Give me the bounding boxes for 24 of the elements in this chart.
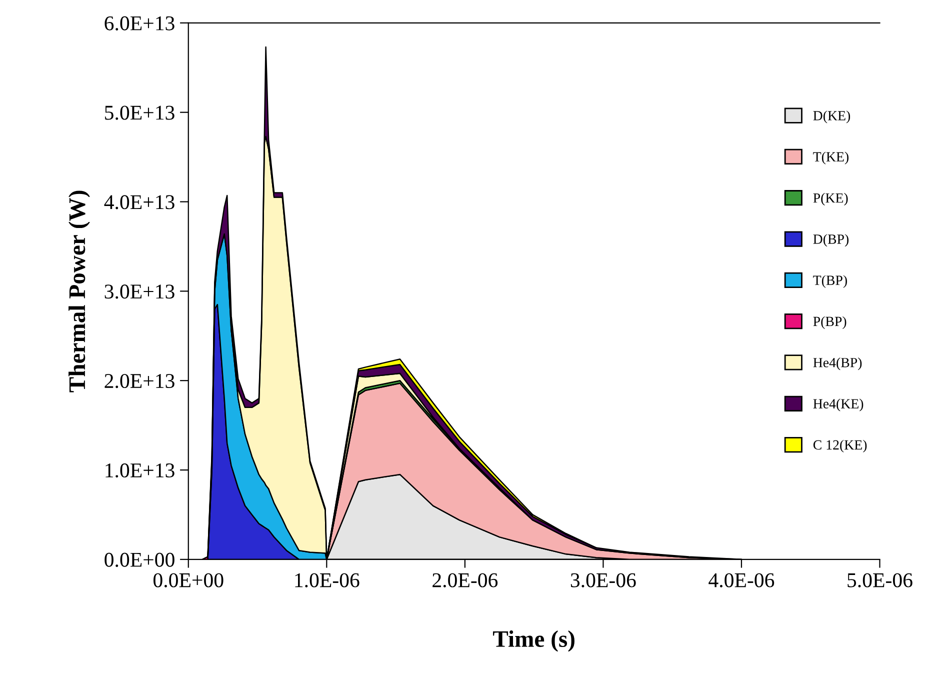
y-tick-label: 5.0E+13 (105, 106, 174, 120)
y-tick-label: 6.0E+13 (104, 16, 174, 30)
legend-label: D(KE) (813, 110, 850, 124)
legend-label: P(KE) (813, 192, 848, 206)
y-tick-label: 2.0E+13 (104, 374, 174, 388)
legend-label: C 12(KE) (813, 440, 867, 452)
x-tick-label: 1.0E-06 (295, 573, 360, 588)
y-tick-label: 1.0E+13 (106, 463, 174, 478)
y-tick-label: 3.0E+13 (104, 284, 174, 299)
x-tick-label: 3.0E-06 (570, 573, 636, 588)
legend-label: P(BP) (813, 316, 846, 329)
x-tick-label: 5.0E-06 (848, 573, 912, 588)
x-axis-title: Time (s) (493, 630, 574, 652)
x-tick-label: 4.0E-06 (708, 573, 774, 588)
y-tick-label: 4.0E+13 (104, 195, 174, 210)
legend-label: D(BP) (813, 234, 849, 247)
x-tick-label: 2.0E-06 (432, 573, 498, 588)
legend-label: T(KE) (813, 152, 848, 164)
y-tick-label: 0.0E+00 (104, 552, 174, 567)
legend-label: T(BP) (813, 275, 847, 288)
legend-label: He4(KE) (813, 398, 864, 412)
legend-label: He4(BP) (813, 358, 862, 370)
x-tick-label: 0.0E+00 (154, 573, 224, 588)
y-axis-title: Thermal Power (W) (68, 190, 90, 392)
